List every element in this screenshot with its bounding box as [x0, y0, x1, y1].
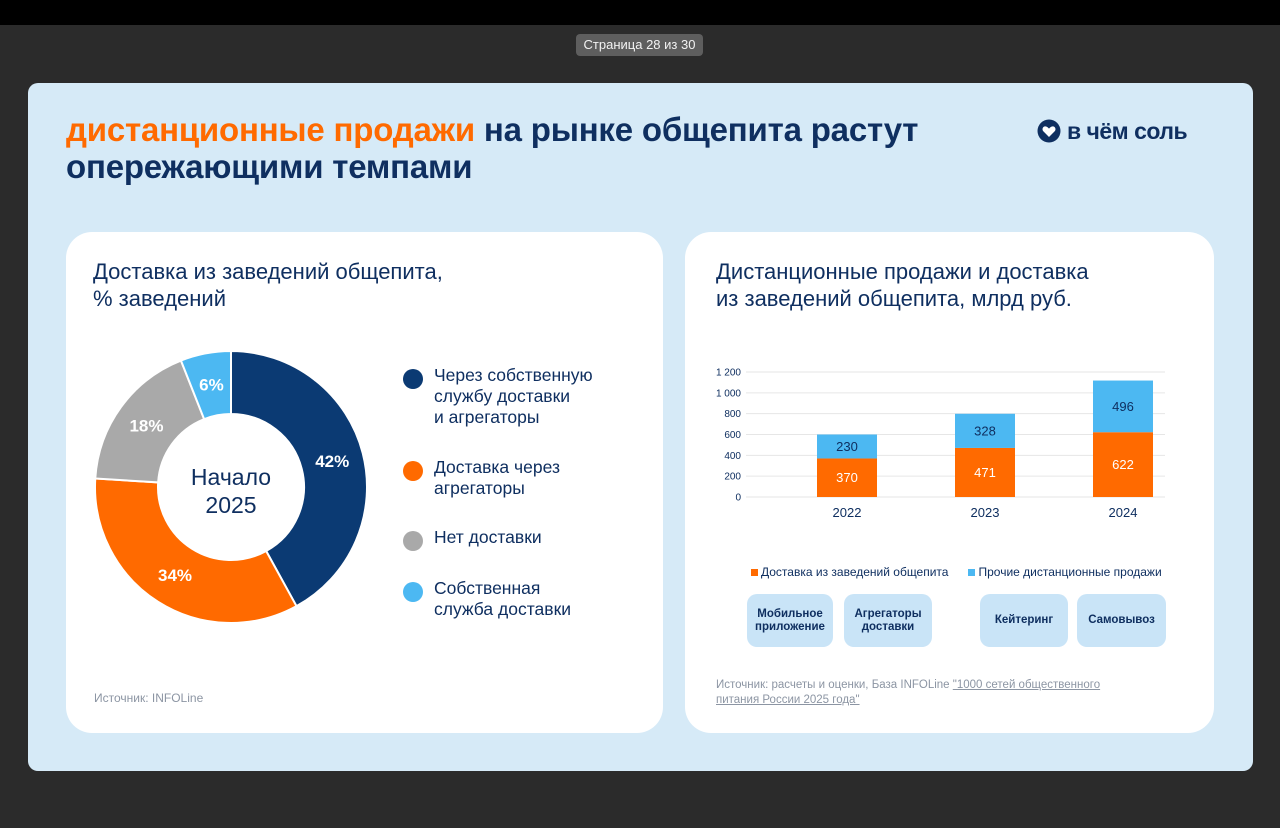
donut-title-line2: % заведений	[93, 286, 226, 311]
legend-dot	[403, 461, 423, 481]
legend-item-other: Прочие дистанционные продажи	[968, 565, 1162, 579]
bar-card: Дистанционные продажи и доставка из заве…	[685, 232, 1214, 733]
brand-logo: в чём соль	[1037, 116, 1188, 146]
donut-slice	[179, 349, 232, 421]
bar-legend: Доставка из заведений общепита Прочие ди…	[751, 565, 1162, 579]
x-tick-label: 2022	[833, 505, 862, 520]
brand-logo-text: в чём соль	[1067, 117, 1188, 144]
legend-item-delivery: Доставка из заведений общепита	[751, 565, 948, 579]
bar-segment	[955, 447, 1015, 497]
donut-center-label: Начало	[191, 464, 271, 490]
donut-slice-label: 6%	[199, 375, 224, 394]
bar-value-label: 230	[836, 439, 858, 454]
heart-logo-icon	[1037, 119, 1061, 143]
bar-segment	[817, 458, 877, 497]
y-tick-label: 1 000	[716, 388, 741, 399]
legend-label-line: Через собственную	[434, 365, 593, 385]
bar-value-label: 471	[974, 465, 996, 480]
bar-chart: 0 200 400 600 800 1 000 1 200 370 230 2022 471 328 2…	[716, 368, 1165, 520]
legend-label-line: службу доставки	[434, 386, 571, 406]
y-tick-label: 400	[724, 451, 741, 462]
legend-label-other: Прочие дистанционные продажи	[978, 565, 1162, 579]
legend-label-line: Собственная	[434, 578, 541, 598]
bar-title-line2: из заведений общепита, млрд руб.	[716, 286, 1072, 311]
y-tick-label: 600	[724, 430, 741, 441]
legend-item: Нет доставки	[403, 527, 542, 551]
slide-title-accent: дистанционные продажи	[66, 111, 475, 148]
donut-slice-label: 18%	[129, 417, 163, 436]
page-indicator: Страница 28 из 30	[576, 34, 703, 56]
bar-segment	[1093, 432, 1153, 497]
slide: дистанционные продажи на рынке общепита …	[28, 83, 1253, 771]
legend-item: Доставка через агрегаторы	[403, 457, 560, 499]
legend-item: Через собственную службу доставки и агрега…	[403, 365, 593, 428]
y-tick-label: 1 200	[716, 368, 741, 379]
legend-dot	[403, 369, 423, 389]
y-tick-label: 800	[724, 409, 741, 420]
y-tick-label: 200	[724, 472, 741, 483]
chip-aggregators: Агрегаторы доставки	[844, 594, 932, 647]
donut-center-year: 2025	[205, 492, 256, 518]
bar-source-link[interactable]: "1000 сетей общественного питания России…	[716, 679, 1101, 706]
legend-label: Через собственную службу доставки и агрега…	[434, 365, 593, 428]
x-tick-label: 2024	[1109, 505, 1138, 520]
legend-label-line: и агрегаторы	[434, 407, 540, 427]
donut-slice-label: 34%	[158, 566, 192, 585]
slide-title-rest: на рынке общепита растут	[474, 111, 919, 148]
legend-label: Собственная служба доставки	[434, 578, 571, 620]
bar-value-label: 328	[974, 423, 996, 438]
legend-swatch-other	[968, 569, 976, 577]
legend-label-line: агрегаторы	[434, 478, 525, 498]
y-tick-label: 0	[735, 493, 741, 504]
bar-card-title: Дистанционные продажи и доставка из заве…	[716, 258, 1089, 312]
legend-item: Собственная служба доставки	[403, 578, 571, 620]
bar-segment	[955, 413, 1015, 448]
legend-swatch-delivery	[751, 569, 758, 577]
legend-dot	[403, 531, 423, 551]
donut-title-line1: Доставка из заведений общепита,	[93, 259, 443, 284]
bar-title-line1: Дистанционные продажи и доставка	[716, 259, 1089, 284]
legend-label-delivery: Доставка из заведений общепита	[761, 565, 949, 579]
chip-pickup: Самовывоз	[1077, 594, 1166, 647]
window-topbar	[0, 0, 1280, 25]
legend-label-line: Доставка через	[434, 457, 560, 477]
bar-value-label: 496	[1112, 399, 1134, 414]
bar-source: Источник: расчеты и оценки, База INFOLin…	[716, 678, 1136, 708]
x-tick-label: 2023	[971, 505, 1000, 520]
bar-source-text: Источник: расчеты и оценки, База INFOLin…	[716, 679, 953, 691]
legend-label: Доставка через агрегаторы	[434, 457, 560, 499]
bar-segment	[1093, 380, 1153, 433]
donut-source: Источник: INFOLine	[94, 691, 204, 705]
bar-value-label: 622	[1112, 457, 1134, 472]
chip-mobile-app: Мобильное приложение	[747, 594, 833, 647]
chip-catering: Кейтеринг	[980, 594, 1068, 647]
legend-label-line: служба доставки	[434, 599, 572, 619]
bar-segment	[817, 434, 877, 459]
slide-title: дистанционные продажи на рынке общепита …	[66, 111, 1016, 185]
legend-label: Нет доставки	[434, 527, 542, 551]
donut-card-title: Доставка из заведений общепита, % заведе…	[93, 258, 443, 312]
donut-slice	[94, 477, 298, 624]
donut-slice-label: 42%	[315, 452, 349, 471]
bar-value-label: 370	[836, 470, 858, 485]
legend-label-line: Нет доставки	[434, 527, 542, 547]
donut-slice	[230, 349, 368, 608]
legend-dot	[403, 582, 423, 602]
donut-card: Доставка из заведений общепита, % заведе…	[66, 232, 663, 733]
slide-title-line2: опережающими темпами	[66, 148, 473, 185]
